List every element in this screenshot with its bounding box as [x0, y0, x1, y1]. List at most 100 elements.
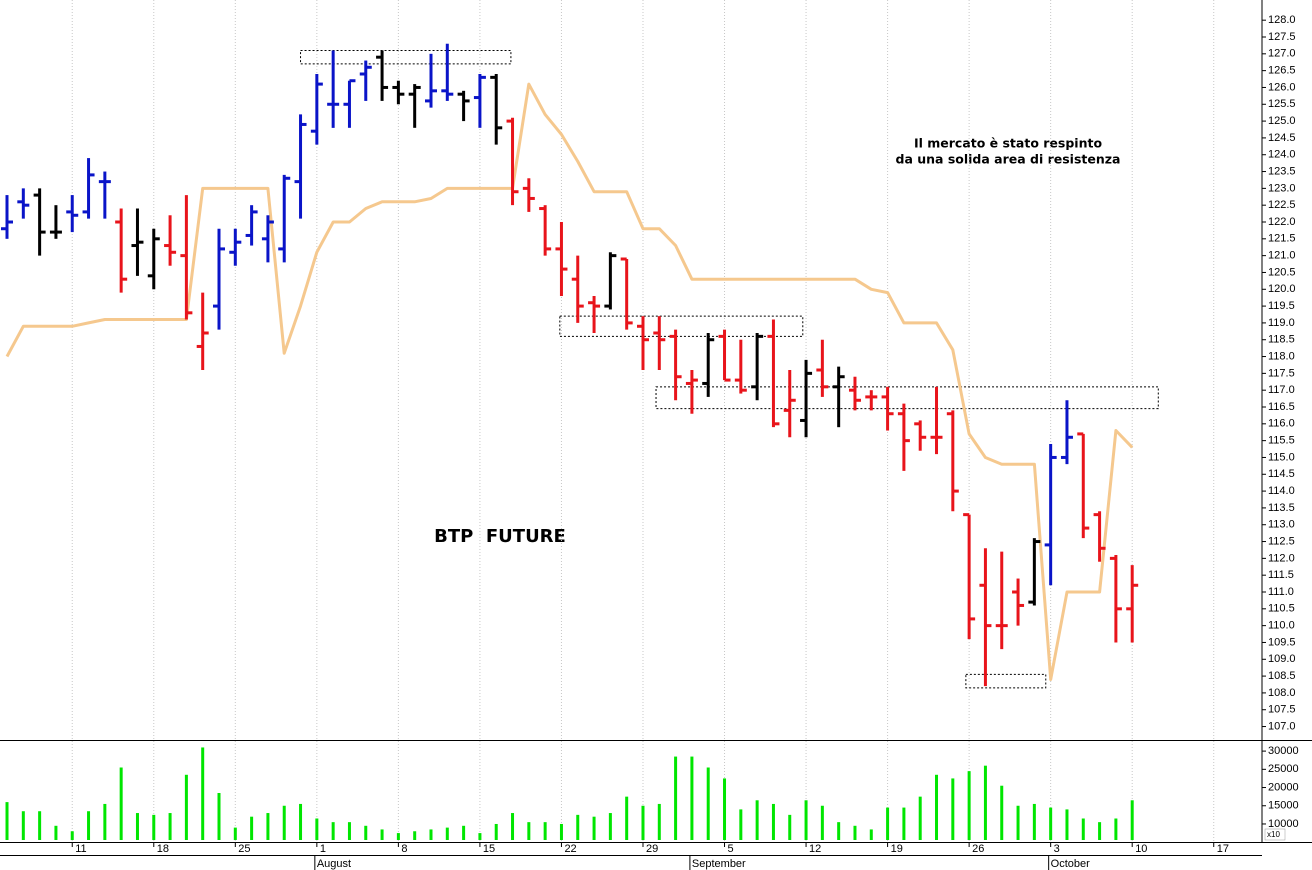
- x-tick-label: 29: [646, 843, 658, 855]
- volume-bar: [674, 756, 678, 840]
- y-tick-label: 119.0: [1268, 317, 1295, 329]
- volume-bar: [1065, 809, 1069, 840]
- y-tick-label: 116.5: [1268, 401, 1295, 413]
- volume-bar: [429, 829, 433, 840]
- x-tick-label: 1: [320, 843, 326, 855]
- y-tick-label: 109.0: [1268, 653, 1296, 665]
- y-tick-label: 124.5: [1268, 132, 1296, 144]
- y-tick-label: 112.5: [1268, 535, 1295, 547]
- volume-bar: [103, 803, 107, 840]
- y-tick-label: 112.0: [1268, 552, 1295, 564]
- volume-y-tick-label: 20000: [1268, 781, 1299, 793]
- month-label: October: [1051, 858, 1090, 870]
- unit-box: [1264, 828, 1286, 841]
- y-tick-label: 118.5: [1268, 334, 1295, 346]
- y-tick-label: 110.5: [1268, 603, 1295, 615]
- volume-bar: [1016, 805, 1020, 840]
- volume-bar: [1114, 818, 1118, 840]
- volume-bar: [559, 823, 563, 840]
- volume-bar: [592, 816, 596, 840]
- y-tick-label: 124.0: [1268, 149, 1296, 161]
- volume-bar: [1098, 822, 1102, 840]
- volume-bar: [217, 793, 221, 840]
- volume-bar: [706, 767, 710, 840]
- resistance-zone: [655, 386, 1159, 410]
- volume-bar: [788, 814, 792, 840]
- volume-bar: [755, 800, 759, 840]
- volume-bar: [282, 805, 286, 840]
- volume-bar: [364, 825, 368, 840]
- y-tick-label: 107.5: [1268, 704, 1296, 716]
- volume-bar: [299, 803, 303, 840]
- volume-bar: [869, 829, 873, 840]
- volume-bar: [233, 827, 237, 840]
- month-label: September: [692, 858, 746, 870]
- x-tick-label: 25: [238, 843, 250, 855]
- y-tick-label: 109.5: [1268, 636, 1296, 648]
- y-tick-label: 122.0: [1268, 216, 1296, 228]
- volume-bar: [445, 827, 449, 840]
- y-tick-label: 108.5: [1268, 670, 1296, 682]
- volume-bar: [1000, 785, 1004, 840]
- volume-bar: [641, 805, 645, 840]
- volume-bar: [347, 822, 351, 840]
- y-tick-label: 107.0: [1268, 720, 1296, 732]
- y-tick-label: 121.5: [1268, 233, 1296, 245]
- y-tick-label: 122.5: [1268, 199, 1296, 211]
- y-tick-label: 117.0: [1268, 384, 1295, 396]
- volume-bar: [119, 767, 123, 840]
- x-tick-label: 8: [401, 843, 407, 855]
- resistance-zone: [965, 673, 1047, 689]
- volume-bar: [771, 803, 775, 840]
- y-tick-label: 127.5: [1268, 31, 1296, 43]
- y-tick-label: 120.5: [1268, 266, 1296, 278]
- volume-bar: [527, 822, 531, 840]
- y-tick-label: 115.0: [1268, 451, 1295, 463]
- x-tick-label: 5: [728, 843, 734, 855]
- volume-bar: [543, 822, 547, 840]
- volume-bar: [250, 816, 254, 840]
- y-tick-label: 125.0: [1268, 115, 1296, 127]
- volume-bar: [935, 774, 939, 840]
- volume-bar: [38, 811, 42, 840]
- volume-bar: [886, 807, 890, 840]
- x-tick-label: 22: [564, 843, 576, 855]
- annotation: da una solida area di resistenza: [896, 152, 1121, 167]
- y-tick-label: 111.0: [1268, 586, 1294, 598]
- volume-bar: [951, 778, 955, 840]
- x-tick-label: 19: [891, 843, 903, 855]
- y-tick-label: 127.0: [1268, 48, 1296, 60]
- resistance-zone: [300, 49, 512, 65]
- volume-bar: [380, 829, 384, 840]
- stop-line: [5, 82, 1134, 681]
- y-tick-label: 121.0: [1268, 250, 1296, 262]
- volume-bar: [804, 800, 808, 840]
- volume-bar: [1081, 818, 1085, 840]
- volume-bar: [266, 813, 270, 840]
- volume-bar: [494, 823, 498, 840]
- volume-bar: [625, 796, 629, 840]
- volume-bar: [608, 813, 612, 840]
- volume-bar: [820, 805, 824, 840]
- volume-bar: [690, 756, 694, 840]
- volume-bar: [967, 771, 971, 840]
- y-tick-label: 123.5: [1268, 165, 1296, 177]
- volume-bar: [723, 778, 727, 840]
- volume-y-tick-label: 30000: [1268, 745, 1299, 757]
- chart-title: BTP FUTURE: [434, 526, 566, 547]
- volume-bar: [657, 803, 661, 840]
- y-tick-label: 114.0: [1268, 485, 1295, 497]
- y-tick-label: 126.0: [1268, 81, 1296, 93]
- y-tick-label: 126.5: [1268, 65, 1296, 77]
- y-tick-label: 110.0: [1268, 620, 1295, 632]
- volume-bar: [853, 825, 857, 840]
- volume-bar: [87, 811, 91, 840]
- x-tick-label: 26: [972, 843, 984, 855]
- y-tick-label: 111.5: [1268, 569, 1294, 581]
- volume-bar: [168, 813, 172, 840]
- volume-bar: [54, 825, 58, 840]
- resistance-zone: [559, 315, 804, 337]
- volume-y-tick-label: 10000: [1268, 818, 1299, 830]
